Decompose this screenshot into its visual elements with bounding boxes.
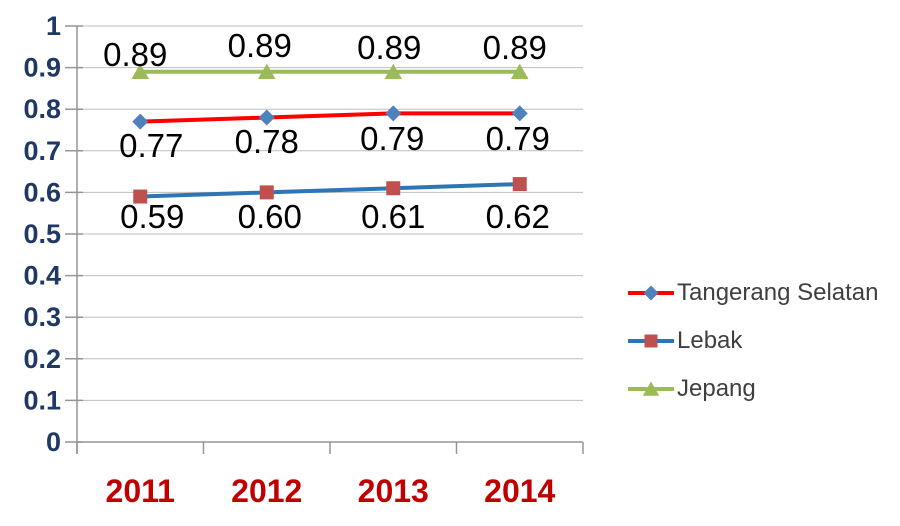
marker-square-lebak-2013 (386, 181, 401, 196)
data-label: 0.89 (483, 29, 547, 66)
y-tick-label: 0.2 (23, 344, 61, 374)
data-label: 0.89 (357, 29, 421, 66)
marker-square-lebak-2011 (133, 189, 148, 204)
y-tick-label: 0.9 (23, 53, 61, 83)
data-label: 0.61 (361, 198, 425, 235)
legend-marker-square-icon (628, 334, 674, 348)
y-tick-label: 0.6 (23, 177, 61, 207)
legend: Tangerang Selatan Lebak Jepang (628, 269, 879, 413)
data-label: 0.79 (360, 120, 424, 157)
data-label: 0.62 (486, 198, 550, 235)
marker-diamond-tangerang-selatan-2014 (511, 105, 528, 122)
y-tick-label: 1 (46, 11, 61, 41)
y-tick-label: 0.7 (23, 136, 61, 166)
x-tick-label: 2013 (358, 473, 429, 509)
y-tick-label: 0.8 (23, 94, 61, 124)
legend-marker-triangle-icon (628, 381, 674, 396)
marker-triangle-jepang-2012 (257, 63, 276, 79)
legend-item-tangerang-selatan: Tangerang Selatan (628, 269, 879, 317)
x-tick-label: 2011 (106, 473, 175, 509)
data-label: 0.59 (120, 198, 184, 235)
x-tick-label: 2012 (231, 473, 302, 509)
legend-label: Lebak (677, 327, 743, 354)
data-label: 0.79 (486, 120, 550, 157)
x-tick-label: 2014 (484, 473, 555, 509)
data-label: 0.78 (235, 123, 299, 160)
legend-item-lebak: Lebak (628, 317, 879, 365)
marker-diamond-tangerang-selatan-2013 (385, 105, 402, 122)
data-label: 0.89 (228, 27, 292, 64)
marker-square-lebak-2012 (259, 185, 274, 200)
data-label: 0.89 (103, 36, 167, 73)
data-label: 0.60 (238, 198, 302, 235)
y-tick-label: 0.1 (23, 385, 61, 415)
marker-diamond-tangerang-selatan-2012 (258, 109, 275, 126)
series-line-tangerang-selatan (138, 111, 522, 124)
series-line-lebak (138, 182, 522, 199)
marker-square-lebak-2014 (512, 177, 527, 192)
legend-label: Tangerang Selatan (677, 279, 879, 306)
marker-triangle-jepang-2014 (510, 63, 529, 79)
marker-triangle-jepang-2011 (131, 63, 150, 79)
y-tick-label: 0.3 (23, 302, 61, 332)
legend-marker-diamond-icon (628, 285, 674, 301)
data-label: 0.77 (119, 127, 183, 164)
legend-item-jepang: Jepang (628, 365, 879, 413)
marker-triangle-jepang-2013 (384, 63, 403, 79)
legend-label: Jepang (677, 375, 756, 402)
marker-diamond-tangerang-selatan-2011 (132, 113, 149, 130)
y-tick-label: 0.5 (23, 219, 61, 249)
y-tick-label: 0.4 (23, 261, 61, 291)
y-tick-label: 0 (46, 427, 61, 457)
